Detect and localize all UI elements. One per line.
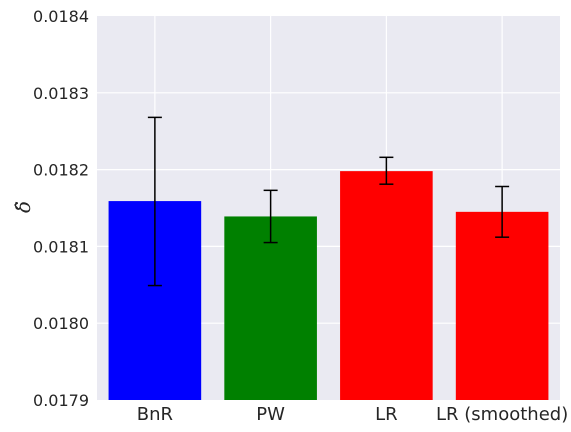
y-tick-label: 0.0183 — [33, 84, 89, 103]
error-bar — [379, 156, 394, 185]
y-axis-ticks: 0.0179 0.0180 0.0181 0.0182 0.0183 0.0184 — [33, 7, 89, 410]
y-axis-label: δ̂ — [11, 201, 35, 213]
y-tick-label: 0.0184 — [33, 7, 89, 26]
x-axis-ticks: BnR PW LR LR (smoothed) — [137, 404, 568, 425]
bars — [108, 171, 549, 400]
x-tick-label: PW — [256, 404, 285, 425]
y-tick-label: 0.0179 — [33, 391, 89, 410]
y-tick-label: 0.0180 — [33, 314, 89, 333]
y-tick-label: 0.0182 — [33, 161, 89, 180]
bar-lr — [340, 171, 433, 400]
x-tick-label: LR — [375, 404, 398, 425]
bar-lr-smoothed — [455, 211, 549, 400]
error-bar — [263, 189, 278, 244]
x-tick-label: BnR — [137, 404, 173, 425]
x-tick-label: LR (smoothed) — [436, 404, 568, 425]
bar-pw — [224, 216, 317, 400]
error-bar — [147, 116, 162, 287]
error-bar — [495, 185, 510, 238]
y-tick-label: 0.0181 — [33, 237, 89, 256]
error-bars — [147, 116, 510, 287]
